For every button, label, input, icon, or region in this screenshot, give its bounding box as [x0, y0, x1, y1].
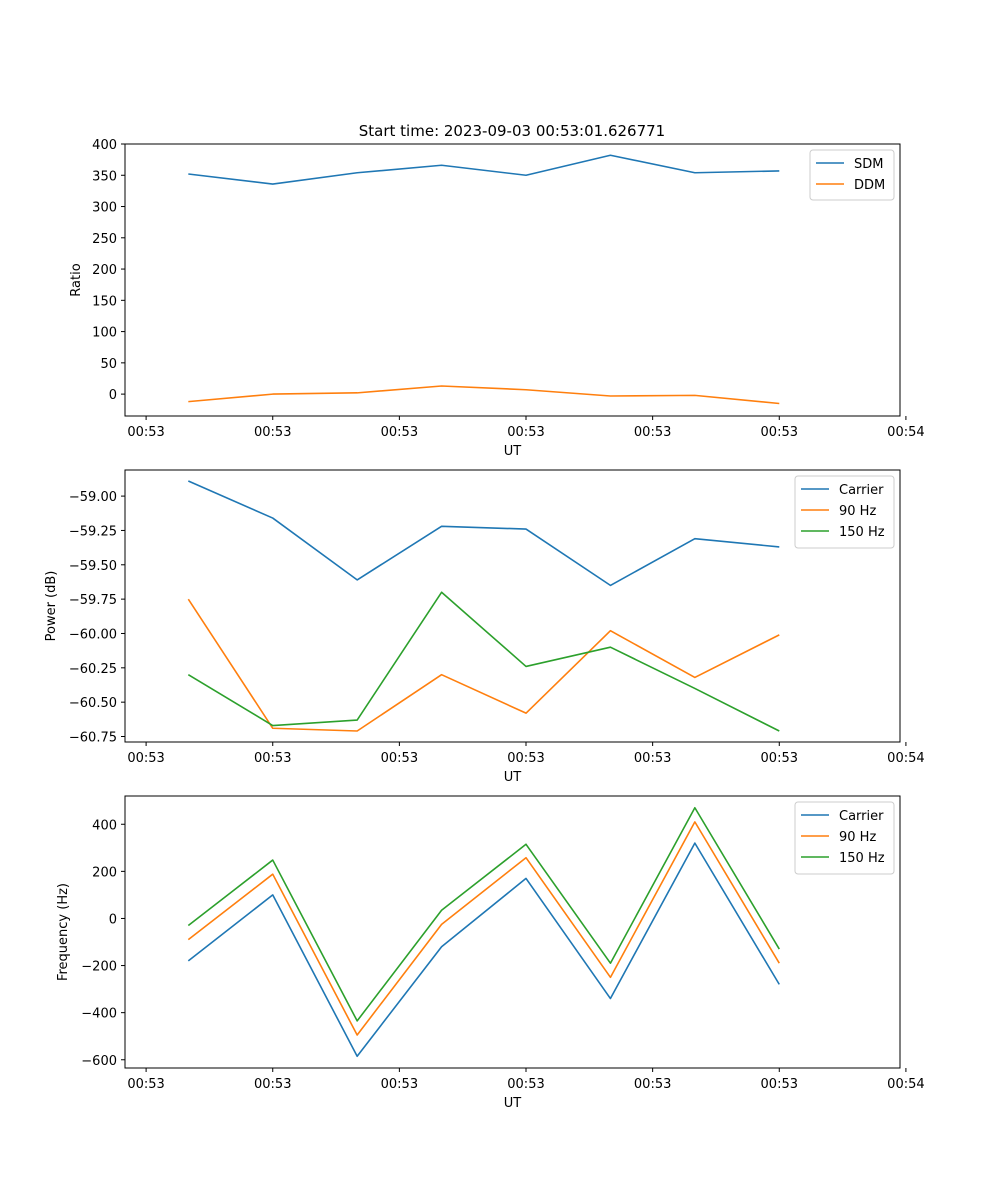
y-tick-label: 350 [92, 169, 117, 184]
x-tick-label: 00:53 [507, 751, 544, 766]
x-tick-label: 00:53 [381, 425, 418, 440]
x-tick-label: 00:53 [127, 425, 164, 440]
x-tick-label: 00:53 [634, 1077, 671, 1092]
ratio-panel: 00:53 00:53 00:53 00:53 00:53 00:53 00:54 0 50 10… [69, 138, 925, 459]
legend-label: DDM [854, 178, 885, 193]
legend-box [794, 475, 895, 549]
axes-frame [124, 469, 901, 743]
x-tick-label: 00:53 [127, 751, 164, 766]
y-tick-label: −59.25 [69, 524, 117, 539]
y-axis-label: Power (dB) [44, 571, 59, 642]
x-tick-label: 00:54 [887, 1077, 924, 1092]
series-line-90-hz [187, 821, 780, 1036]
x-tick-label: 00:53 [634, 751, 671, 766]
legend-label: Carrier [839, 483, 884, 498]
legend: SDM DDM [809, 149, 895, 201]
legend: Carrier 90 Hz 150 Hz [794, 475, 895, 549]
frequency-panel: 00:53 00:53 00:53 00:53 00:53 00:53 00:54 −600 −… [56, 795, 925, 1111]
x-tick-label: 00:53 [254, 751, 291, 766]
y-axis-label: Frequency (Hz) [56, 883, 71, 981]
legend-label: SDM [854, 157, 883, 172]
y-tick-label: −60.75 [69, 731, 117, 746]
y-tick-label: −400 [81, 1007, 117, 1022]
y-axis-label: Ratio [69, 263, 84, 296]
series-line-150-hz [187, 806, 780, 1022]
series-line-carrier [187, 480, 780, 587]
y-tick-label: −200 [81, 960, 117, 975]
x-tick-label: 00:53 [381, 1077, 418, 1092]
x-tick-label: 00:53 [761, 425, 798, 440]
series-line-carrier [187, 842, 780, 1058]
x-tick-label: 00:53 [507, 1077, 544, 1092]
y-tick-label: 300 [92, 201, 117, 216]
x-axis-label: UT [504, 1096, 522, 1111]
y-tick-label: 150 [92, 294, 117, 309]
x-axis-label: UT [504, 770, 522, 785]
series-line-ddm [188, 385, 780, 405]
legend-label: 150 Hz [839, 525, 885, 540]
y-tick-label: 200 [92, 263, 117, 278]
legend: Carrier 90 Hz 150 Hz [794, 801, 895, 875]
figure-title: Start time: 2023-09-03 00:53:01.626771 [359, 122, 665, 140]
y-tick-label: −59.75 [69, 593, 117, 608]
y-tick-label: 250 [92, 232, 117, 247]
legend-label: 150 Hz [839, 851, 885, 866]
y-tick-label: −60.50 [69, 696, 117, 711]
y-tick-label: −59.00 [69, 490, 117, 505]
x-tick-label: 00:53 [381, 751, 418, 766]
x-tick-label: 00:53 [634, 425, 671, 440]
legend-box [794, 801, 895, 875]
power-panel: 00:53 00:53 00:53 00:53 00:53 00:53 00:54 −59.0… [44, 469, 925, 785]
y-tick-label: −600 [81, 1054, 117, 1069]
x-tick-label: 00:53 [254, 1077, 291, 1092]
axes-frame [124, 143, 901, 417]
x-tick-label: 00:53 [761, 1077, 798, 1092]
y-tick-label: 0 [109, 912, 117, 927]
y-tick-label: 400 [92, 138, 117, 153]
x-tick-label: 00:53 [761, 751, 798, 766]
series-line-90-hz [187, 598, 780, 732]
series-line-150-hz [187, 591, 780, 732]
x-tick-label: 00:53 [507, 425, 544, 440]
x-tick-label: 00:53 [127, 1077, 164, 1092]
axes-frame [124, 795, 901, 1069]
y-tick-label: 200 [92, 865, 117, 880]
legend-label: Carrier [839, 809, 884, 824]
y-tick-label: 100 [92, 326, 117, 341]
y-tick-label: 400 [92, 818, 117, 833]
series-line-sdm [188, 154, 780, 185]
x-axis-label: UT [504, 444, 522, 459]
x-tick-label: 00:53 [254, 425, 291, 440]
legend-label: 90 Hz [839, 830, 876, 845]
y-tick-label: 50 [100, 357, 117, 372]
y-tick-label: 0 [109, 388, 117, 403]
x-tick-label: 00:54 [887, 751, 924, 766]
y-tick-label: −59.50 [69, 559, 117, 574]
y-tick-label: −60.25 [69, 662, 117, 677]
legend-label: 90 Hz [839, 504, 876, 519]
y-tick-label: −60.00 [69, 627, 117, 642]
x-tick-label: 00:54 [887, 425, 924, 440]
